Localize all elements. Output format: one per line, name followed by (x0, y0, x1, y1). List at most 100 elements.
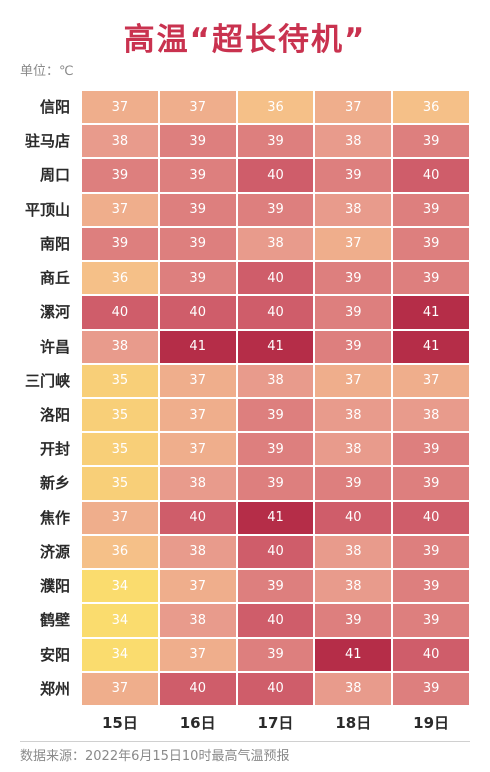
heatmap-cell: 40 (236, 671, 315, 706)
heatmap-cell: 40 (158, 295, 237, 330)
footer-divider (20, 741, 470, 742)
row-label: 许昌 (39, 337, 70, 356)
heatmap-cell: 37 (158, 569, 237, 604)
heatmap-cell: 38 (236, 226, 315, 262)
heatmap-cell: 39 (392, 534, 470, 570)
heatmap-grid: 37 37 36 37 36 38 39 39 38 39 39 39 40 39 40 37 39 39 38 39… (81, 90, 470, 706)
row-label: 焦作 (39, 508, 70, 527)
heatmap-cell: 38 (158, 466, 237, 501)
heatmap-cell: 39 (158, 261, 237, 296)
heatmap-cell: 38 (314, 124, 393, 159)
heatmap-cell: 35 (81, 466, 159, 501)
heatmap-cell: 39 (236, 192, 315, 227)
heatmap-cell: 39 (81, 158, 159, 193)
heatmap-cell: 39 (158, 226, 237, 262)
heatmap-cell: 39 (158, 192, 237, 227)
heatmap-cell: 37 (158, 432, 237, 467)
row-label: 驻马店 (24, 132, 70, 151)
column-label: 19日 (413, 714, 450, 732)
row-label: 商丘 (39, 269, 70, 288)
heatmap-cell: 40 (236, 158, 315, 193)
heatmap-cell: 39 (392, 603, 470, 638)
heatmap-cell: 41 (236, 500, 315, 535)
heatmap-cell: 37 (81, 500, 159, 535)
heatmap-cell: 39 (158, 158, 237, 193)
heatmap-cell: 38 (236, 363, 315, 398)
heatmap-cell: 41 (158, 329, 237, 364)
column-label: 15日 (101, 714, 138, 732)
heatmap-cell: 38 (314, 671, 393, 706)
row-label: 濮阳 (39, 577, 70, 596)
heatmap-cell: 39 (314, 158, 393, 193)
unit-label: 单位：℃ (20, 64, 74, 79)
heatmap-cell: 41 (392, 329, 470, 364)
row-label: 安阳 (39, 645, 70, 664)
row-label: 南阳 (39, 234, 70, 253)
heatmap-cell: 39 (81, 226, 159, 262)
row-label: 周口 (39, 166, 70, 185)
heatmap-cell: 37 (81, 192, 159, 227)
heatmap-cell: 40 (392, 500, 470, 535)
heatmap-cell: 39 (392, 671, 470, 706)
heatmap-cell: 39 (314, 295, 393, 330)
heatmap-cell: 35 (81, 363, 159, 398)
heatmap-cell: 39 (314, 261, 393, 296)
heatmap-cell: 39 (314, 603, 393, 638)
heatmap-cell: 34 (81, 637, 159, 672)
heatmap-cell: 38 (314, 432, 393, 467)
heatmap-cell: 39 (392, 466, 470, 501)
heatmap-cell: 38 (314, 569, 393, 604)
column-label: 18日 (335, 714, 372, 732)
heatmap-cell: 39 (236, 466, 315, 501)
data-source: 数据来源：2022年6月15日10时最高气温预报 (20, 749, 290, 764)
row-label: 三门峡 (24, 371, 70, 390)
heatmap-cell: 39 (236, 432, 315, 467)
heatmap-cell: 39 (392, 261, 470, 296)
heatmap-cell: 39 (392, 569, 470, 604)
heatmap-cell: 39 (158, 124, 237, 159)
row-label: 洛阳 (39, 406, 70, 424)
heatmap-cell: 39 (392, 124, 470, 159)
row-label: 济源 (39, 542, 70, 561)
heatmap-cell: 37 (314, 226, 393, 262)
heatmap-cell: 36 (236, 90, 315, 125)
heatmap-cell: 37 (158, 637, 237, 672)
heatmap-cell: 34 (81, 603, 159, 638)
heatmap-cell: 37 (81, 671, 159, 706)
heatmap-cell: 37 (158, 398, 237, 433)
heatmap-cell: 37 (81, 90, 159, 125)
heatmap-cell: 38 (158, 534, 237, 570)
row-label: 信阳 (39, 98, 70, 116)
row-label: 平顶山 (24, 200, 70, 219)
heatmap-cell: 41 (314, 637, 393, 672)
heatmap-cell: 40 (158, 671, 237, 706)
row-label: 郑州 (39, 679, 70, 698)
heatmap-cell: 38 (314, 534, 393, 570)
heatmap-cell: 41 (392, 295, 470, 330)
row-label: 新乡 (39, 474, 70, 493)
heatmap-cell: 39 (314, 466, 393, 501)
row-label: 漯河 (39, 303, 70, 322)
heatmap-cell: 41 (236, 329, 315, 364)
column-label: 17日 (257, 714, 294, 732)
heatmap-cell: 39 (236, 569, 315, 604)
row-label: 鹤壁 (39, 611, 70, 630)
day-labels: 15日 16日 17日 18日 19日 (81, 712, 470, 734)
heatmap-cell: 35 (81, 432, 159, 467)
heatmap-cell: 37 (392, 363, 470, 398)
heatmap-cell: 40 (314, 500, 393, 535)
heatmap-cell: 39 (236, 124, 315, 159)
heatmap-cell: 39 (314, 329, 393, 364)
heatmap-cell: 38 (314, 192, 393, 227)
heatmap-cell: 38 (392, 398, 470, 433)
heatmap-cell: 36 (81, 261, 159, 296)
heatmap-cell: 39 (392, 226, 470, 262)
heatmap-cell: 39 (236, 398, 315, 433)
heatmap-cell: 40 (236, 261, 315, 296)
heatmap-cell: 36 (81, 534, 159, 570)
column-label: 16日 (179, 714, 216, 732)
heatmap-cell: 39 (392, 192, 470, 227)
heatmap-cell: 38 (81, 329, 159, 364)
heatmap-cell: 40 (158, 500, 237, 535)
heatmap-cell: 37 (314, 363, 393, 398)
